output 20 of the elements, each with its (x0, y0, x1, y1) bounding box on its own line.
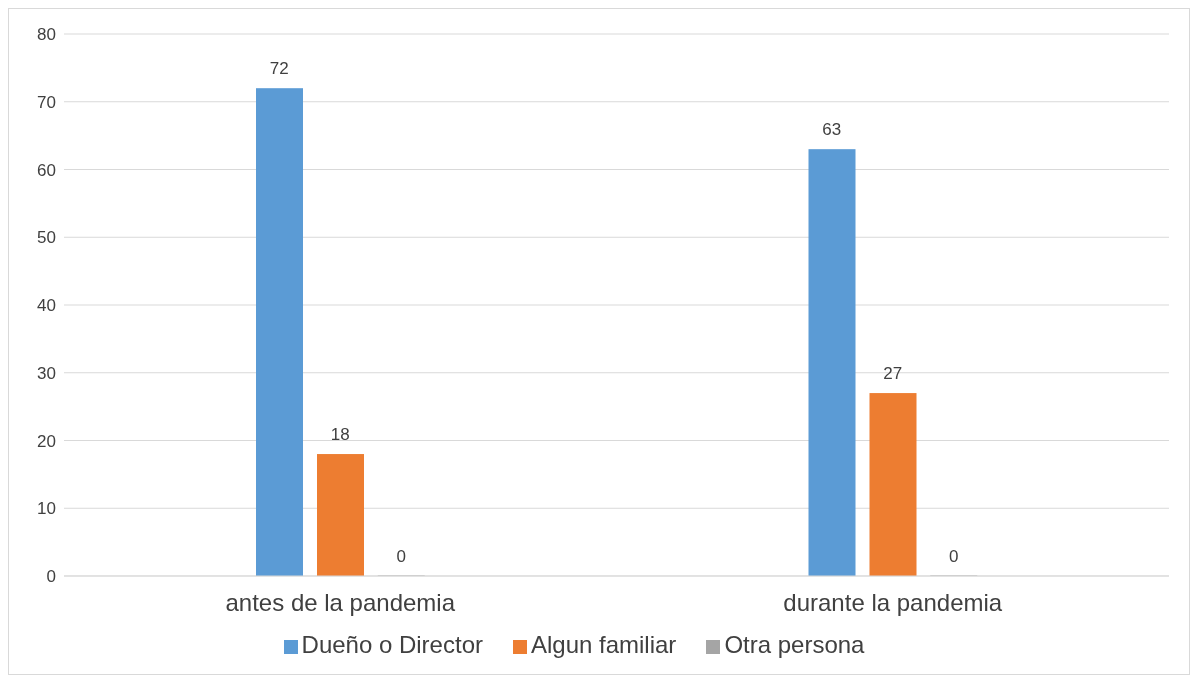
data-label: 72 (269, 59, 289, 79)
data-label: 0 (396, 547, 406, 566)
data-label: 63 (822, 120, 842, 140)
y-tick-label: 40 (37, 296, 56, 316)
y-tick-label: 50 (37, 228, 56, 248)
data-label: 0 (949, 547, 959, 566)
legend-label: Otra persona (724, 631, 865, 658)
y-tick-label: 10 (37, 499, 56, 519)
data-label: 18 (330, 425, 350, 445)
data-label: 27 (883, 364, 903, 384)
y-tick-label: 70 (37, 92, 56, 112)
y-tick-label: 60 (37, 160, 56, 180)
y-tick-label: 0 (46, 567, 56, 587)
y-tick-label: 30 (37, 363, 56, 383)
y-tick-label: 20 (37, 431, 56, 451)
legend-label: Dueño o Director (301, 631, 483, 658)
x-tick-label: antes de la pandemia (225, 589, 456, 617)
legend-label: Algun familiar (530, 631, 677, 658)
y-tick-label: 80 (37, 25, 56, 45)
x-tick-label: durante la pandemia (783, 589, 1003, 617)
